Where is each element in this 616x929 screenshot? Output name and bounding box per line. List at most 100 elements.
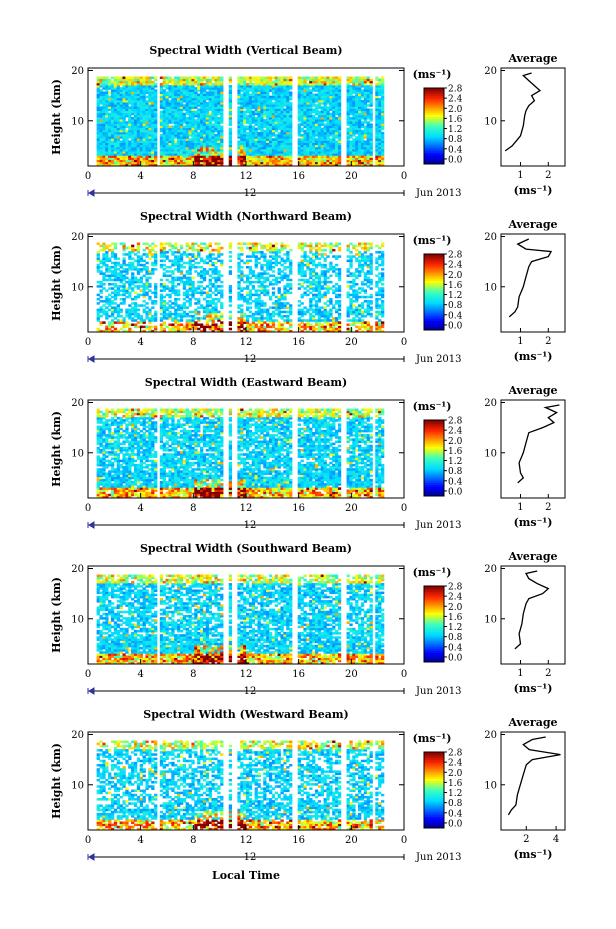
heatmap-cell — [99, 110, 103, 114]
heatmap-cell — [131, 244, 135, 248]
heatmap-cell — [162, 112, 166, 116]
heatmap-cell — [165, 104, 169, 107]
heatmap-cell — [119, 117, 123, 120]
heatmap-cell — [116, 106, 120, 109]
heatmap-cell — [200, 146, 204, 150]
heatmap-cell — [136, 97, 141, 101]
heatmap-cell — [145, 325, 149, 329]
heatmap-cell — [159, 110, 164, 114]
heatmap-cell — [116, 104, 120, 107]
heatmap-cell — [197, 161, 201, 165]
heatmap-cell — [335, 76, 339, 80]
heatmap-cell — [268, 144, 273, 148]
heatmap-cell — [108, 95, 112, 99]
heatmap-cell — [314, 93, 319, 97]
heatmap-cell — [110, 95, 115, 99]
heatmap-cell — [303, 138, 307, 141]
heatmap-cell — [271, 127, 276, 131]
heatmap-cell — [200, 280, 204, 284]
heatmap-cell — [329, 127, 333, 131]
heatmap-cell — [171, 140, 175, 143]
heatmap-cell — [133, 248, 138, 252]
heatmap-cell — [317, 87, 322, 90]
heatmap-cell — [136, 123, 141, 126]
heatmap-cell — [268, 106, 273, 109]
heatmap-cell — [332, 157, 336, 161]
heatmap-cell — [260, 127, 264, 131]
heatmap-cell — [243, 117, 247, 120]
heatmap-cell — [133, 265, 138, 269]
heatmap-cell — [165, 312, 169, 316]
heatmap-cell — [194, 255, 198, 258]
heatmap-cell — [116, 82, 120, 86]
heatmap-cell — [314, 129, 319, 133]
heatmap-cell — [191, 123, 195, 126]
heatmap-cell — [355, 80, 359, 84]
heatmap-cell — [188, 319, 192, 322]
heatmap-cell — [200, 106, 204, 109]
heatmap-cell — [136, 82, 141, 86]
heatmap-cell — [246, 82, 250, 86]
heatmap-cell — [303, 89, 307, 92]
heatmap-cell — [142, 76, 146, 80]
heatmap-cell — [274, 136, 278, 139]
heatmap-cell — [179, 114, 184, 118]
heatmap-cell — [139, 91, 143, 94]
heatmap-cell — [214, 80, 218, 84]
heatmap-cell — [188, 244, 192, 248]
heatmap-cell — [254, 121, 258, 124]
heatmap-cell — [271, 106, 276, 109]
heatmap-cell — [96, 119, 100, 122]
heatmap-cell — [208, 278, 212, 282]
heatmap-cell — [360, 108, 365, 112]
heatmap-cell — [283, 104, 287, 107]
heatmap-cell — [142, 119, 146, 122]
heatmap-cell — [200, 138, 204, 141]
heatmap-cell — [136, 255, 141, 258]
heatmap-cell — [337, 129, 342, 133]
heatmap-cell — [122, 153, 126, 156]
heatmap-cell — [165, 278, 169, 282]
heatmap-cell — [131, 153, 135, 156]
heatmap-cell — [99, 127, 103, 131]
heatmap-cell — [286, 97, 290, 101]
heatmap-cell — [312, 161, 316, 165]
heatmap-cell — [108, 131, 112, 135]
heatmap-cell — [329, 131, 333, 135]
heatmap-cell — [337, 163, 342, 167]
heatmap-cell — [110, 82, 115, 86]
heatmap-cell — [194, 302, 198, 305]
heatmap-cell — [326, 80, 330, 84]
heatmap-cell — [280, 140, 284, 143]
heatmap-cell — [99, 78, 103, 82]
heatmap-cell — [102, 123, 106, 126]
heatmap-cell — [332, 123, 336, 126]
heatmap-cell — [148, 148, 152, 152]
heatmap-cell — [220, 253, 224, 256]
heatmap-cell — [220, 148, 224, 152]
heatmap-cell — [243, 140, 247, 143]
heatmap-cell — [125, 142, 129, 146]
heatmap-cell — [128, 108, 132, 112]
heatmap-cell — [217, 110, 221, 114]
heatmap-cell — [128, 308, 132, 312]
heatmap-cell — [133, 110, 138, 114]
heatmap-cell — [188, 253, 192, 256]
heatmap-cell — [105, 144, 109, 148]
heatmap-cell — [228, 80, 233, 84]
heatmap-cell — [113, 110, 118, 114]
heatmap-cell — [360, 106, 365, 109]
heatmap-cell — [317, 129, 322, 133]
heatmap-cell — [188, 93, 192, 97]
heatmap-cell — [228, 310, 233, 314]
heatmap-cell — [243, 153, 247, 156]
heatmap-cell — [366, 104, 370, 107]
heatmap-cell — [174, 308, 178, 312]
heatmap-cell — [271, 144, 276, 148]
heatmap-cell — [191, 117, 195, 120]
heatmap-cell — [228, 97, 233, 101]
heatmap-cell — [194, 82, 198, 86]
heatmap-cell — [110, 151, 115, 154]
heatmap-cell — [352, 114, 356, 118]
heatmap-cell — [274, 78, 278, 82]
